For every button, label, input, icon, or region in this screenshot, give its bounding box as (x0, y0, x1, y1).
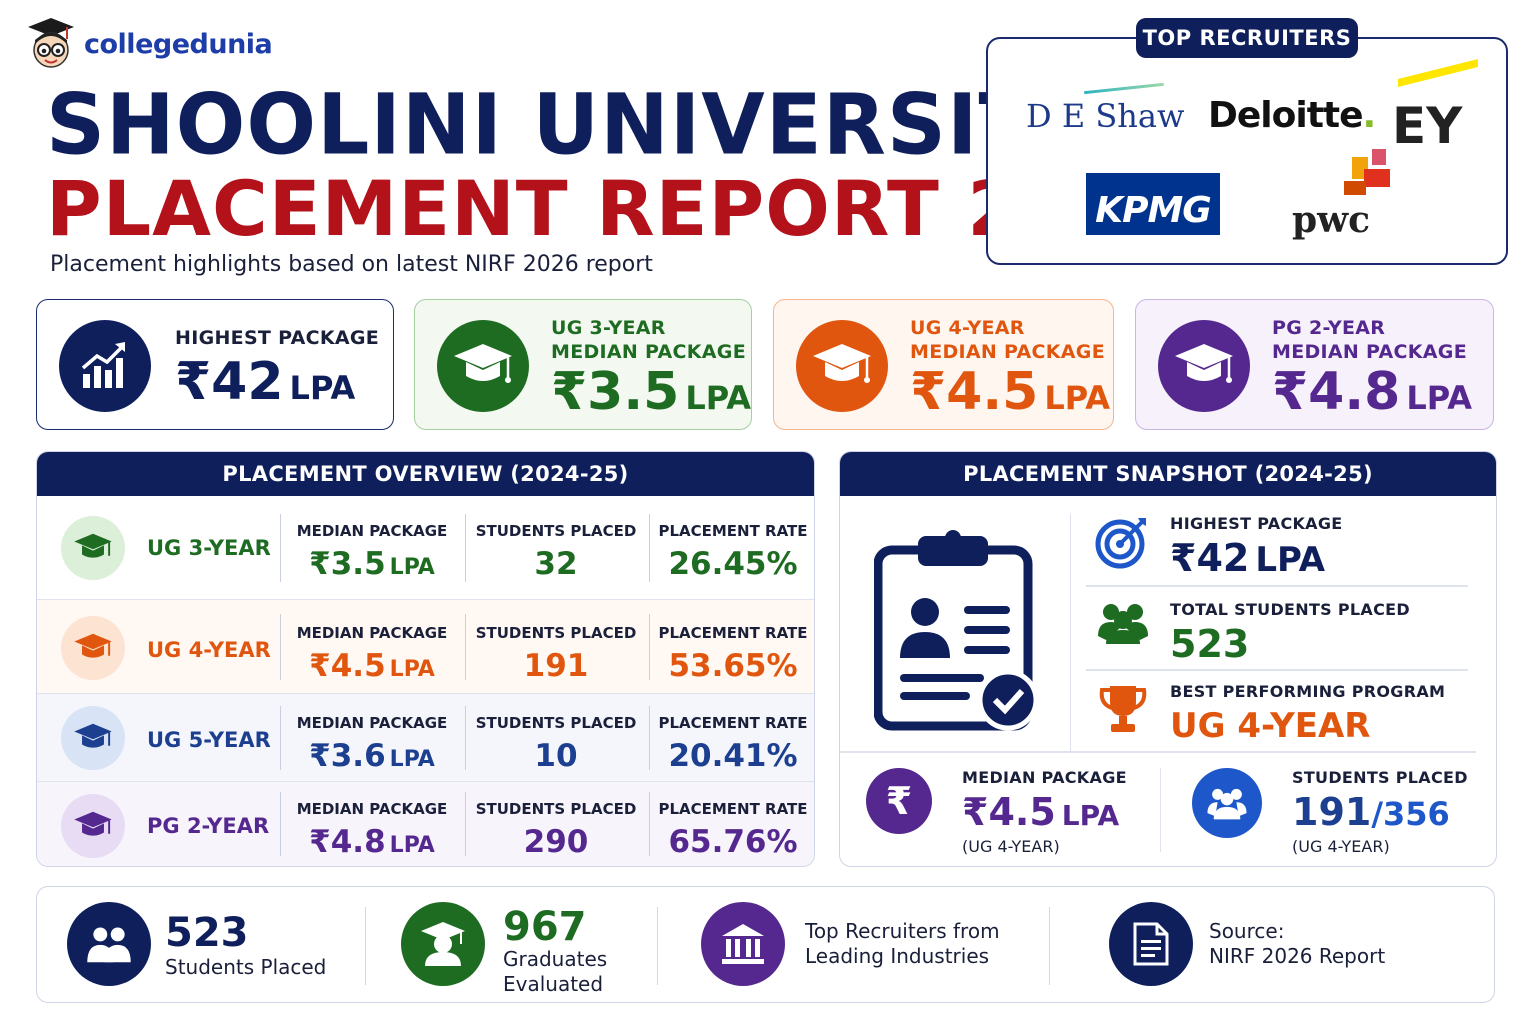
snapshot-total-label: TOTAL STUDENTS PLACED (1170, 600, 1410, 619)
column-header: MEDIAN PACKAGE (296, 714, 448, 732)
footer-grad-number: 967 (503, 904, 587, 950)
rate-value: 20.41% (668, 738, 798, 774)
document-icon (1109, 902, 1193, 986)
median-value: ₹4.5 LPA (309, 648, 435, 684)
footer-grad-text: Graduates Evaluated (503, 947, 608, 996)
median-value: ₹3.6 LPA (309, 738, 435, 774)
column-header: STUDENTS PLACED (475, 522, 637, 540)
students-value: 290 (523, 824, 589, 860)
column-header: STUDENTS PLACED (475, 624, 637, 642)
median-value: ₹4.8 LPA (309, 824, 435, 860)
program-label: UG 3-YEAR (147, 536, 271, 560)
graduation-cap-icon (1158, 320, 1250, 412)
card-label: HIGHEST PACKAGE (175, 327, 380, 349)
snapshot-best-label: BEST PERFORMING PROGRAM (1170, 682, 1446, 701)
rate-value: 26.45% (668, 546, 798, 582)
deloitte-logo: Deloitte. (1208, 95, 1376, 136)
brand-logo: collegedunia (26, 16, 273, 72)
snapshot-placed-value: 191/356 (1292, 790, 1450, 834)
snapshot-best-value: UG 4-YEAR (1170, 706, 1371, 746)
rate-value: 65.76% (668, 824, 798, 860)
recruiters-title: TOP RECRUITERS (1136, 18, 1358, 58)
kpmg-logo: KPMG (1086, 173, 1220, 235)
clipboard-report-icon (874, 530, 1039, 731)
graduation-cap-icon (61, 616, 125, 680)
footer-placed-text: Students Placed (165, 955, 327, 979)
snapshot-median-note: (UG 4-YEAR) (962, 837, 1060, 856)
graduation-cap-icon (61, 794, 125, 858)
students-value: 191 (523, 648, 589, 684)
students-group-icon (1098, 604, 1148, 644)
students-value: 32 (534, 546, 578, 582)
students-group-icon (1192, 768, 1262, 838)
card-value: ₹3.5 LPA (551, 362, 751, 422)
column-header: PLACEMENT RATE (658, 624, 808, 642)
footer-recruiters-text: Top Recruiters from Leading Industries (805, 919, 1000, 968)
table-row: UG 3-YEAR MEDIAN PACKAGE ₹3.5 LPA STUDENT… (37, 496, 814, 600)
column-header: STUDENTS PLACED (475, 800, 637, 818)
highest-package-card: HIGHEST PACKAGE ₹42 LPA (36, 299, 394, 430)
snapshot-total-value: 523 (1170, 622, 1250, 666)
table-row: PG 2-YEAR MEDIAN PACKAGE ₹4.8 LPA STUDENT… (37, 782, 814, 866)
snapshot-placed-note: (UG 4-YEAR) (1292, 837, 1390, 856)
recruiters-panel: D E Shaw Deloitte. EY KPMG pwc (986, 37, 1508, 265)
program-label: UG 5-YEAR (147, 728, 271, 752)
placement-overview-panel: PLACEMENT OVERVIEW (2024-25) UG 3-YEAR M… (36, 451, 815, 867)
mascot-icon (28, 18, 74, 68)
snapshot-median-value: ₹4.5 LPA (962, 790, 1120, 834)
students-group-icon (67, 902, 151, 986)
rupee-icon: ₹ (866, 768, 932, 834)
column-header: PLACEMENT RATE (658, 714, 808, 732)
card-value: ₹4.5 LPA (910, 362, 1110, 422)
graduation-cap-icon (437, 320, 529, 412)
column-header: MEDIAN PACKAGE (296, 522, 448, 540)
page-subtitle: Placement highlights based on latest NIR… (50, 252, 653, 277)
ug3-median-card: UG 3-YEAR MEDIAN PACKAGE ₹3.5 LPA (414, 299, 752, 430)
column-header: PLACEMENT RATE (658, 522, 808, 540)
ey-logo: EY (1392, 59, 1478, 155)
card-label: UG 4-YEAR MEDIAN PACKAGE (910, 317, 1105, 363)
column-header: MEDIAN PACKAGE (296, 624, 448, 642)
median-value: ₹3.5 LPA (309, 546, 435, 582)
trophy-icon (1099, 686, 1147, 732)
target-icon (1095, 518, 1146, 569)
card-value: ₹4.8 LPA (1272, 362, 1472, 422)
pg2-median-card: PG 2-YEAR MEDIAN PACKAGE ₹4.8 LPA (1135, 299, 1494, 430)
card-label: PG 2-YEAR MEDIAN PACKAGE (1272, 317, 1467, 363)
placement-snapshot-panel: PLACEMENT SNAPSHOT (2024-25) HIGHEST PAC… (839, 451, 1497, 867)
students-value: 10 (534, 738, 578, 774)
table-row: UG 4-YEAR MEDIAN PACKAGE ₹4.5 LPA STUDENT… (37, 600, 814, 694)
program-label: PG 2-YEAR (147, 814, 270, 838)
deshaw-logo: D E Shaw (1026, 82, 1184, 135)
overview-title: PLACEMENT OVERVIEW (2024-25) (37, 452, 814, 496)
table-row: UG 5-YEAR MEDIAN PACKAGE ₹3.6 LPA STUDENT… (37, 694, 814, 782)
program-label: UG 4-YEAR (147, 638, 271, 662)
ug4-median-card: UG 4-YEAR MEDIAN PACKAGE ₹4.5 LPA (773, 299, 1114, 430)
summary-footer: 523 Students Placed 967 Graduates Evaluat… (36, 886, 1495, 1003)
page-title: SHOOLINI UNIVERSITY (46, 77, 1096, 174)
column-header: PLACEMENT RATE (658, 800, 808, 818)
card-label: UG 3-YEAR MEDIAN PACKAGE (551, 317, 746, 363)
footer-source-text: Source: NIRF 2026 Report (1209, 919, 1386, 968)
graduation-cap-icon (61, 706, 125, 770)
institution-building-icon (701, 902, 785, 986)
rate-value: 53.65% (668, 648, 798, 684)
graduate-icon (401, 902, 485, 986)
growth-chart-icon (59, 320, 151, 412)
snapshot-median-label: MEDIAN PACKAGE (962, 768, 1127, 787)
brand-name: collegedunia (84, 28, 273, 60)
snapshot-placed-label: STUDENTS PLACED (1292, 768, 1468, 787)
snapshot-title: PLACEMENT SNAPSHOT (2024-25) (840, 452, 1496, 496)
snapshot-highest-label: HIGHEST PACKAGE (1170, 514, 1343, 533)
pwc-logo: pwc (1292, 149, 1390, 241)
column-header: STUDENTS PLACED (475, 714, 637, 732)
graduation-cap-icon (796, 320, 888, 412)
graduation-cap-icon (61, 516, 125, 580)
footer-placed-number: 523 (165, 910, 249, 956)
column-header: MEDIAN PACKAGE (296, 800, 448, 818)
snapshot-highest-value: ₹42 LPA (1170, 536, 1326, 580)
card-value: ₹42 LPA (175, 352, 356, 412)
